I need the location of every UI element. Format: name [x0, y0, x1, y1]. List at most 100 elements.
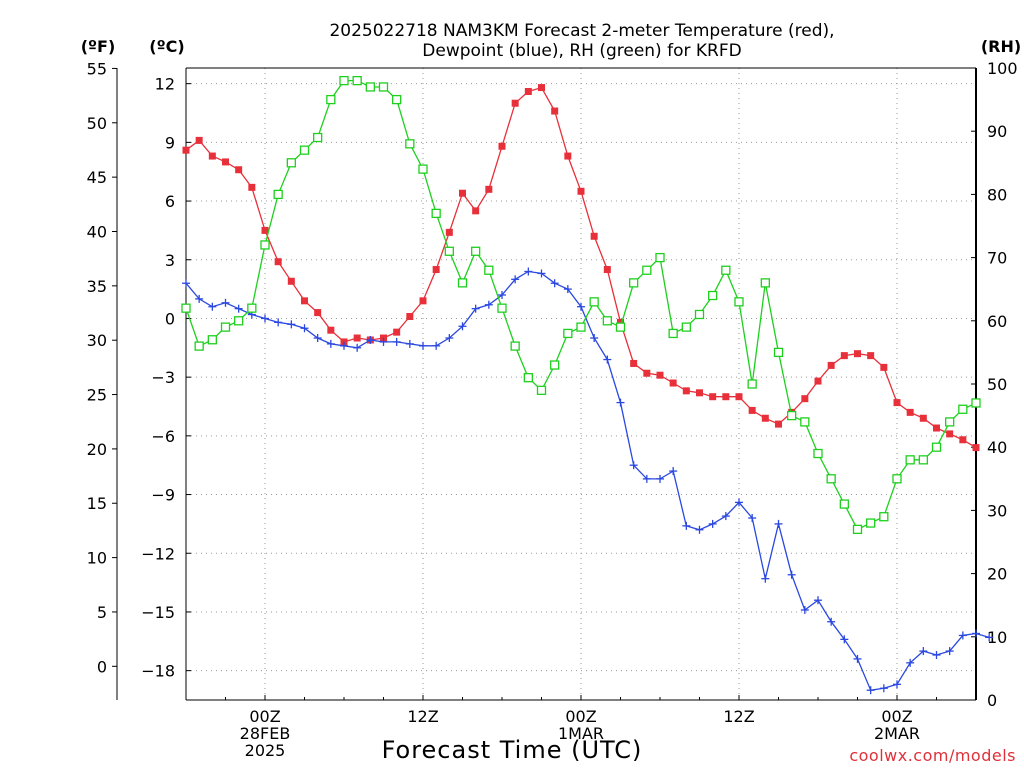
data-point: [327, 326, 335, 334]
data-point: [340, 341, 348, 350]
data-point: [484, 300, 493, 309]
data-point: [826, 474, 836, 484]
data-point: [523, 373, 533, 383]
data-point: [577, 302, 585, 311]
data-point: [274, 258, 282, 266]
x-tick-label: 1MAR: [558, 724, 604, 743]
data-point: [694, 309, 705, 320]
data-point: [419, 341, 427, 350]
data-point: [905, 455, 915, 465]
series-dewpoint: [182, 267, 994, 695]
data-point: [392, 337, 401, 346]
data-point: [933, 424, 940, 432]
series: [181, 75, 994, 695]
data-point: [682, 521, 691, 530]
data-point: [326, 94, 336, 105]
data-point: [760, 278, 770, 288]
celsius-tick-label: −18: [141, 662, 175, 681]
fahrenheit-tick-label: 30: [87, 331, 107, 350]
axes: 5550454035302520151050129630−3−6−9−12−15…: [87, 59, 1018, 760]
data-point: [880, 363, 888, 371]
chart-title-line-2: Dewpoint (blue), RH (green) for KRFD: [422, 41, 741, 61]
data-point: [471, 246, 481, 256]
data-point: [510, 341, 520, 351]
data-point: [220, 322, 231, 332]
data-point: [695, 525, 704, 534]
celsius-tick-label: −6: [151, 427, 175, 446]
data-point: [906, 408, 914, 416]
data-point: [985, 633, 994, 642]
data-point: [485, 185, 493, 193]
data-point: [208, 152, 216, 160]
data-point: [419, 297, 427, 305]
data-point: [287, 277, 295, 285]
data-point: [353, 334, 361, 342]
data-point: [234, 316, 244, 326]
data-point: [432, 266, 440, 274]
data-point: [735, 393, 743, 401]
data-point: [352, 75, 362, 86]
data-point: [827, 361, 835, 369]
celsius-tick-label: 9: [165, 133, 175, 152]
x-tick-label: 28FEB: [240, 724, 291, 743]
fahrenheit-tick-label: 55: [87, 59, 107, 78]
data-point: [221, 298, 230, 307]
x-tick-label: 12Z: [407, 707, 438, 726]
data-point: [972, 629, 980, 638]
data-point: [379, 337, 388, 346]
data-point: [616, 398, 625, 407]
data-point: [708, 519, 717, 528]
data-point: [761, 574, 770, 583]
series-rh: [181, 75, 981, 535]
data-point: [432, 341, 441, 350]
rh-tick-label: 70: [987, 249, 1007, 268]
data-point: [589, 297, 599, 307]
rh-tick-label: 60: [987, 312, 1007, 331]
data-point: [748, 406, 756, 414]
data-point: [643, 369, 651, 377]
data-point: [972, 444, 980, 452]
rh-tick-label: 80: [987, 185, 1007, 204]
rh-tick-label: 0: [987, 691, 997, 710]
data-point: [629, 461, 638, 470]
data-point: [444, 246, 454, 256]
data-point: [814, 596, 822, 605]
chart-title-line-1: 2025022718 NAM3KM Forecast 2-meter Tempe…: [329, 21, 834, 41]
data-point: [630, 359, 638, 367]
data-point: [538, 84, 545, 92]
celsius-tick-label: 0: [165, 309, 175, 328]
celsius-tick-label: 3: [165, 251, 175, 270]
fahrenheit-tick-label: 35: [87, 277, 107, 296]
data-point: [405, 139, 415, 149]
data-point: [405, 339, 414, 348]
data-point: [867, 352, 875, 360]
celsius-unit-label: (ºC): [149, 37, 184, 56]
data-point: [696, 389, 703, 397]
data-point: [655, 252, 665, 263]
x-tick-label: 2MAR: [874, 724, 920, 743]
data-point: [590, 334, 599, 343]
data-point: [300, 324, 309, 333]
x-tick-label: 2025: [245, 741, 286, 760]
data-point: [919, 647, 928, 656]
data-point: [524, 267, 533, 276]
data-point: [472, 207, 480, 215]
rh-tick-label: 40: [987, 438, 1007, 457]
data-point: [735, 498, 743, 507]
data-point: [274, 318, 283, 327]
data-point: [484, 265, 494, 275]
data-point: [182, 279, 190, 288]
data-point: [564, 152, 572, 160]
data-point: [261, 226, 269, 234]
data-point: [602, 316, 612, 326]
data-point: [906, 658, 915, 667]
data-point: [773, 347, 784, 358]
data-point: [656, 474, 664, 483]
fahrenheit-unit-label: (ºF): [81, 37, 116, 56]
celsius-tick-label: 12: [155, 75, 175, 94]
data-point: [668, 328, 678, 339]
series-2-meter-temperature: [182, 84, 980, 452]
data-point: [497, 303, 507, 313]
data-point: [801, 395, 809, 403]
data-point: [681, 322, 691, 332]
